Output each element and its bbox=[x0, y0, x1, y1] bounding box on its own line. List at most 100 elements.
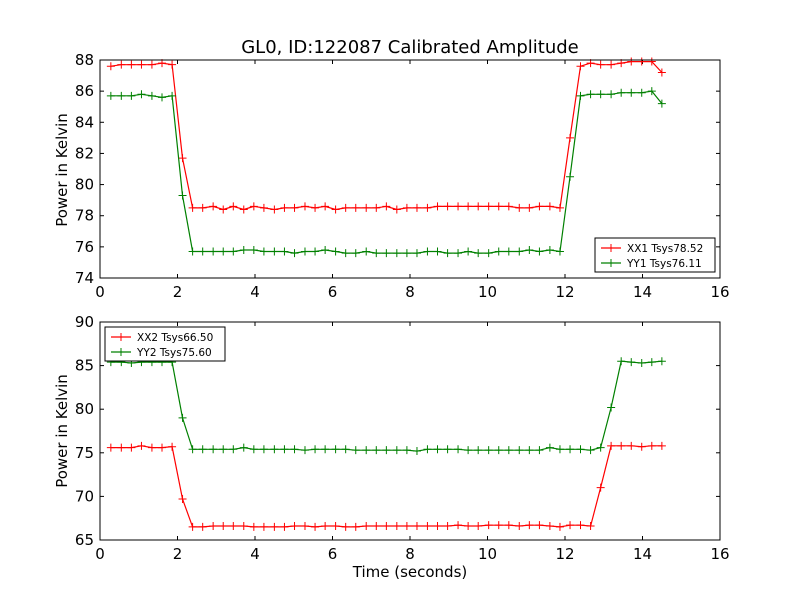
data-point bbox=[259, 522, 268, 531]
data-point bbox=[464, 446, 473, 455]
data-point bbox=[566, 172, 575, 181]
data-point bbox=[566, 521, 575, 530]
data-point bbox=[515, 522, 524, 531]
data-point bbox=[280, 203, 289, 212]
legend-label: XX1 Tsys78.52 bbox=[627, 243, 703, 255]
data-point bbox=[392, 446, 401, 455]
data-point bbox=[168, 442, 177, 451]
data-point bbox=[392, 249, 401, 258]
data-point bbox=[657, 99, 666, 108]
data-point bbox=[474, 249, 483, 258]
data-point bbox=[198, 522, 207, 531]
data-point bbox=[362, 522, 371, 531]
data-point bbox=[454, 445, 463, 454]
data-point bbox=[617, 357, 626, 366]
data-point bbox=[443, 522, 452, 531]
data-point bbox=[351, 203, 360, 212]
legend-marker bbox=[607, 259, 615, 267]
data-point bbox=[464, 202, 473, 211]
data-point bbox=[392, 522, 401, 531]
x-tick-label: 12 bbox=[555, 545, 574, 563]
data-point bbox=[484, 202, 493, 211]
y-tick-label: 65 bbox=[75, 531, 94, 549]
x-tick-label: 0 bbox=[95, 283, 105, 301]
data-point bbox=[219, 205, 228, 214]
data-point bbox=[525, 203, 534, 212]
legend-marker bbox=[117, 348, 125, 356]
data-point bbox=[443, 202, 452, 211]
data-point bbox=[198, 203, 207, 212]
data-point bbox=[178, 154, 187, 163]
data-point bbox=[331, 445, 340, 454]
data-point bbox=[351, 249, 360, 258]
data-point bbox=[576, 445, 585, 454]
data-point bbox=[147, 443, 156, 452]
data-point bbox=[607, 60, 616, 69]
top-y-axis-label: Power in Kelvin bbox=[53, 113, 71, 227]
data-point bbox=[454, 202, 463, 211]
data-point bbox=[515, 203, 524, 212]
data-point bbox=[464, 247, 473, 256]
y-tick-label: 88 bbox=[75, 51, 94, 69]
data-point bbox=[586, 522, 595, 531]
data-point bbox=[290, 445, 299, 454]
data-point bbox=[657, 68, 666, 77]
data-point bbox=[494, 446, 503, 455]
data-point bbox=[300, 522, 309, 531]
data-point bbox=[321, 522, 330, 531]
data-point bbox=[219, 522, 228, 531]
data-point bbox=[300, 247, 309, 256]
data-point bbox=[535, 446, 544, 455]
data-point bbox=[321, 445, 330, 454]
data-point bbox=[555, 445, 564, 454]
data-point bbox=[545, 202, 554, 211]
data-point bbox=[117, 443, 126, 452]
data-point bbox=[423, 247, 432, 256]
legend-box bbox=[104, 326, 226, 362]
data-point bbox=[627, 88, 636, 97]
data-point bbox=[647, 358, 656, 367]
data-point bbox=[117, 91, 126, 100]
data-point bbox=[607, 441, 616, 450]
data-point bbox=[188, 445, 197, 454]
data-point bbox=[586, 90, 595, 99]
y-tick-label: 82 bbox=[75, 144, 94, 162]
data-point bbox=[341, 445, 350, 454]
data-point bbox=[412, 447, 421, 456]
x-tick-label: 16 bbox=[710, 545, 729, 563]
data-point bbox=[392, 205, 401, 214]
data-point bbox=[341, 249, 350, 258]
data-point bbox=[454, 249, 463, 258]
data-point bbox=[637, 88, 646, 97]
data-point bbox=[627, 358, 636, 367]
chart-title: GL0, ID:122087 Calibrated Amplitude bbox=[241, 37, 579, 58]
data-point bbox=[249, 245, 258, 254]
data-point bbox=[402, 446, 411, 455]
x-tick-label: 6 bbox=[328, 283, 338, 301]
legend-box bbox=[594, 237, 716, 273]
legend-label: XX2 Tsys66.50 bbox=[137, 332, 213, 344]
data-point bbox=[474, 522, 483, 531]
data-point bbox=[545, 443, 554, 452]
data-point bbox=[474, 446, 483, 455]
data-point bbox=[300, 446, 309, 455]
legend-marker bbox=[607, 244, 615, 252]
data-point bbox=[504, 202, 513, 211]
data-point bbox=[259, 247, 268, 256]
data-point bbox=[555, 522, 564, 531]
data-point bbox=[311, 445, 320, 454]
x-tick-label: 8 bbox=[405, 283, 415, 301]
data-point bbox=[545, 245, 554, 254]
data-point bbox=[229, 522, 238, 531]
data-point bbox=[362, 446, 371, 455]
data-point bbox=[525, 521, 534, 530]
data-point bbox=[382, 522, 391, 531]
data-point bbox=[259, 445, 268, 454]
data-point bbox=[280, 247, 289, 256]
data-point bbox=[545, 522, 554, 531]
data-point bbox=[209, 247, 218, 256]
data-point bbox=[321, 245, 330, 254]
data-point bbox=[596, 483, 605, 492]
data-point bbox=[576, 521, 585, 530]
x-tick-label: 2 bbox=[173, 545, 183, 563]
